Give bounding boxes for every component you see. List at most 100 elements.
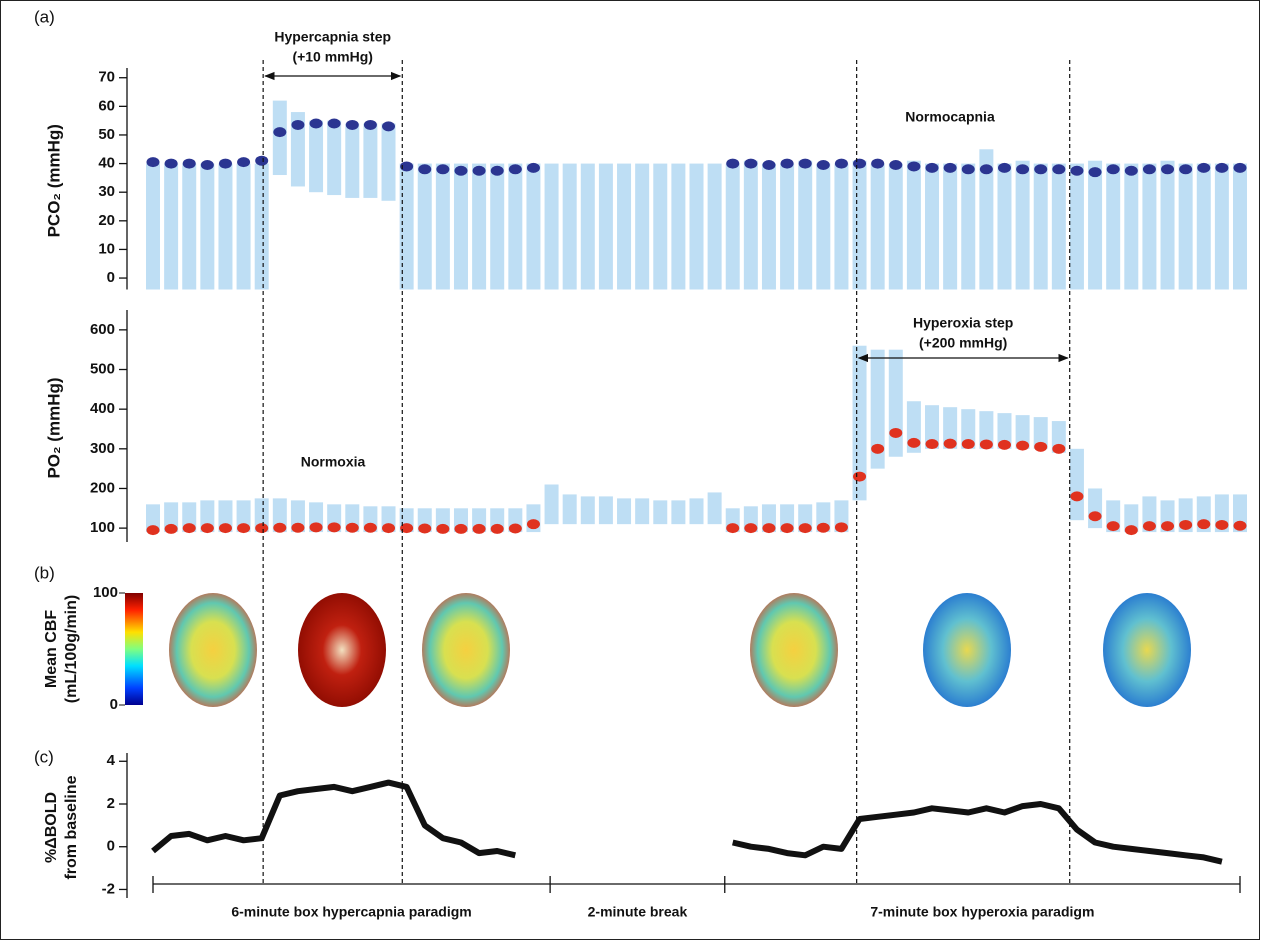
range-bar <box>1088 488 1102 528</box>
range-bar <box>834 164 848 290</box>
data-point <box>1125 525 1138 535</box>
event-label: Hypercapnia step <box>274 29 391 45</box>
data-point <box>1052 164 1065 174</box>
data-point <box>726 159 739 169</box>
range-bar <box>218 164 232 290</box>
data-point <box>328 119 341 129</box>
range-bar <box>653 500 667 524</box>
range-bar <box>889 164 903 290</box>
data-point <box>1070 166 1083 176</box>
range-bar <box>943 164 957 290</box>
data-point <box>310 522 323 532</box>
range-bar <box>563 164 577 290</box>
data-point <box>781 523 794 533</box>
data-point <box>1107 164 1120 174</box>
range-bar <box>581 164 595 290</box>
data-point <box>1143 521 1156 531</box>
data-point <box>1161 164 1174 174</box>
data-point <box>1215 520 1228 530</box>
data-point <box>310 119 323 129</box>
range-bar <box>418 164 432 290</box>
range-bar <box>1233 164 1247 290</box>
figure: (a) (b) (c) 010203040506070PCO₂ (mmHg)No… <box>0 0 1261 941</box>
brain-map <box>298 593 386 707</box>
data-point <box>980 439 993 449</box>
data-point <box>273 523 286 533</box>
data-point <box>454 166 467 176</box>
range-bar <box>635 164 649 290</box>
event-detail: (+200 mmHg) <box>919 335 1007 351</box>
data-point <box>1016 441 1029 451</box>
data-point <box>926 439 939 449</box>
data-point <box>1179 520 1192 530</box>
y-tick-label: 300 <box>90 440 115 457</box>
data-point <box>473 524 486 534</box>
data-point <box>346 523 359 533</box>
data-point <box>237 523 250 533</box>
data-point <box>1197 519 1210 529</box>
data-point <box>291 523 304 533</box>
range-bar <box>997 164 1011 290</box>
range-bar <box>1052 164 1066 290</box>
range-bar <box>1215 164 1229 290</box>
range-bar <box>545 485 559 525</box>
data-point <box>147 525 160 535</box>
y-tick-label: 40 <box>98 155 115 172</box>
range-bar <box>237 164 251 290</box>
data-point <box>998 163 1011 173</box>
data-point <box>346 120 359 130</box>
range-bar <box>780 164 794 290</box>
range-bar <box>345 124 359 198</box>
segment-label: 7-minute box hyperoxia paradigm <box>870 904 1094 920</box>
data-point <box>382 523 395 533</box>
y-tick-label: 600 <box>90 321 115 338</box>
data-point <box>418 524 431 534</box>
data-point <box>147 157 160 167</box>
data-point <box>1107 521 1120 531</box>
data-point <box>255 156 268 166</box>
data-point <box>1052 444 1065 454</box>
range-bar <box>871 164 885 290</box>
range-bar <box>508 164 522 290</box>
range-bar <box>889 350 903 457</box>
range-bar <box>925 164 939 290</box>
range-bar <box>273 101 287 175</box>
data-point <box>1034 442 1047 452</box>
data-point <box>744 159 757 169</box>
data-point <box>762 160 775 170</box>
panel-label: (c) <box>34 747 54 766</box>
data-point <box>491 524 504 534</box>
data-point <box>1215 163 1228 173</box>
data-point <box>454 524 467 534</box>
data-point <box>183 523 196 533</box>
data-point <box>273 127 286 137</box>
range-bar <box>762 164 776 290</box>
y-tick-label: 70 <box>98 69 115 86</box>
data-point <box>1089 167 1102 177</box>
range-bar <box>255 164 269 290</box>
data-point <box>1089 511 1102 521</box>
data-point <box>237 157 250 167</box>
data-point <box>907 438 920 448</box>
data-point <box>853 159 866 169</box>
data-point <box>165 524 178 534</box>
event-detail: (+10 mmHg) <box>292 49 373 65</box>
data-point <box>835 159 848 169</box>
data-point <box>436 524 449 534</box>
data-point <box>328 522 341 532</box>
data-point <box>201 160 214 170</box>
range-bar <box>200 164 214 290</box>
data-point <box>291 120 304 130</box>
range-bar <box>798 161 812 290</box>
y-tick-label: 100 <box>90 519 115 536</box>
range-bar <box>744 161 758 290</box>
range-bar <box>526 164 540 290</box>
data-point <box>1016 164 1029 174</box>
range-bar <box>635 498 649 524</box>
range-bar <box>617 164 631 290</box>
range-bar <box>1070 164 1084 290</box>
data-point <box>473 166 486 176</box>
data-point <box>1234 163 1247 173</box>
data-point <box>219 523 232 533</box>
data-point <box>1197 163 1210 173</box>
